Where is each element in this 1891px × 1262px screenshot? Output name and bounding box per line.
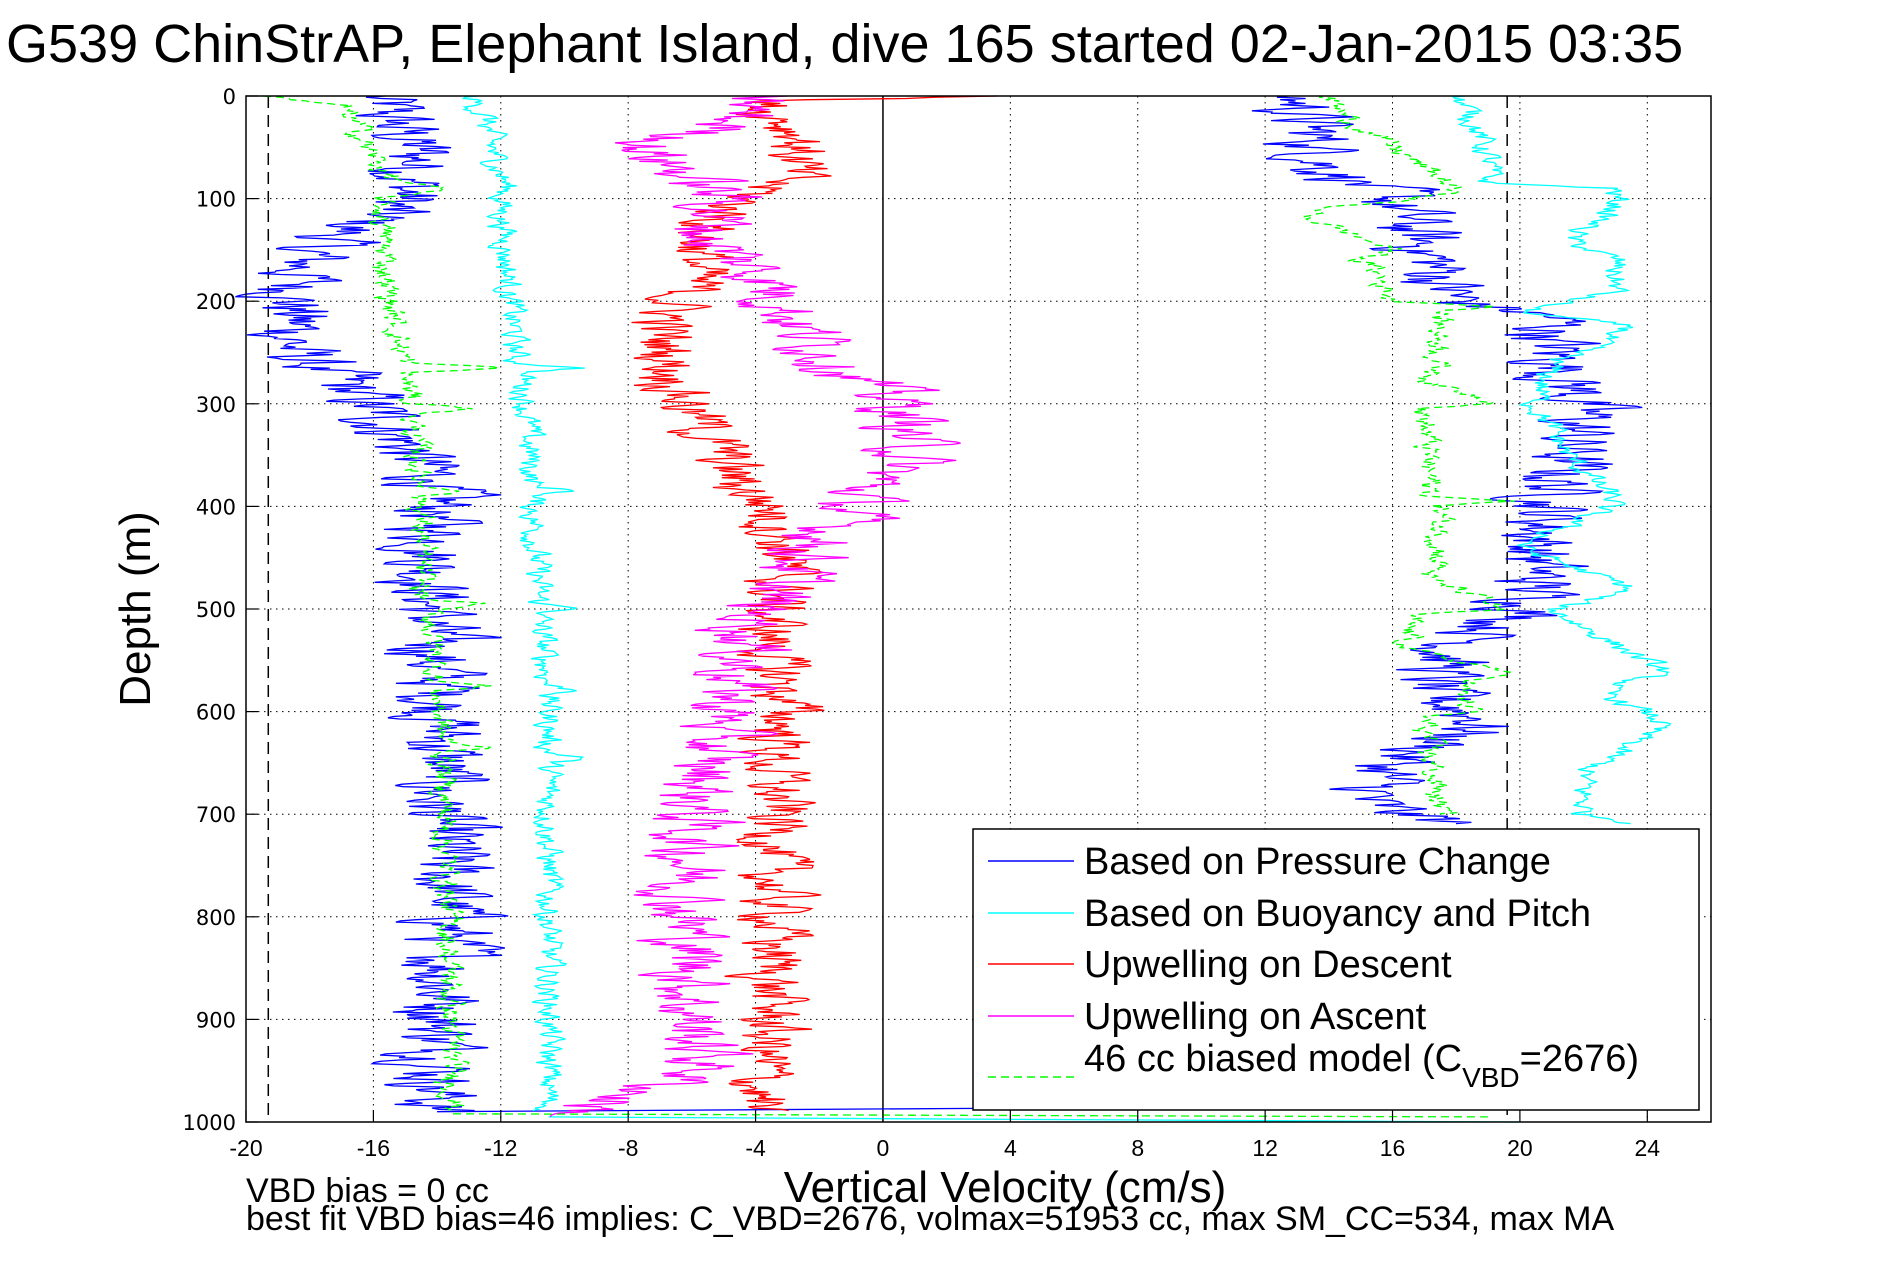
y-ticks: 0 100 200 300 400 500 600 700 800 900 1000: [183, 85, 258, 1135]
series-upwelling-on-ascent: [550, 95, 961, 1117]
x-tick-label: -8: [618, 1135, 638, 1161]
y-axis-label: Depth (m): [111, 511, 160, 707]
x-tick-label: 16: [1380, 1135, 1406, 1161]
series-trace: [548, 1116, 1520, 1123]
series-layer: [235, 95, 1672, 1123]
chart-title: G539 ChinStrAP, Elephant Island, dive 16…: [6, 14, 1683, 74]
series-trace: [1303, 95, 1515, 815]
series-based-on-buoyancy-and-pitch: [461, 95, 1672, 1123]
y-tick-label: 1000: [183, 1111, 236, 1135]
y-tick-label: 100: [196, 188, 236, 212]
series-trace: [452, 1113, 1489, 1118]
legend-label: Based on Buoyancy and Pitch: [1084, 893, 1591, 935]
best-fit-note: best fit VBD bias=46 implies: C_VBD=2676…: [246, 1200, 1615, 1238]
series-trace: [631, 95, 998, 1112]
vbd-bias-note: VBD bias = 0 cc: [246, 1172, 489, 1210]
series-trace: [461, 95, 585, 1112]
x-tick-label: -16: [357, 1135, 390, 1161]
legend-label: Based on Pressure Change: [1084, 841, 1551, 883]
x-tick-label: -20: [229, 1135, 262, 1161]
series-trace: [262, 95, 500, 1112]
series-upwelling-on-descent: [631, 95, 998, 1112]
series-trace: [235, 95, 509, 1112]
series-trace: [550, 95, 961, 1117]
series-46-cc-biased-model-c-vbd-2676: [262, 95, 1515, 1118]
y-tick-label: 400: [196, 495, 236, 519]
y-tick-label: 700: [196, 803, 236, 827]
legend-label: Upwelling on Ascent: [1084, 996, 1427, 1038]
x-axis-label: Vertical Velocity (cm/s): [784, 1163, 1227, 1212]
y-tick-label: 200: [196, 290, 236, 314]
legend: Based on Pressure Change Based on Buoyanc…: [972, 828, 1700, 1111]
series-trace: [1451, 95, 1672, 825]
y-tick-label: 0: [223, 85, 236, 109]
x-tick-label: 12: [1252, 1135, 1278, 1161]
y-tick-label: 900: [196, 1008, 236, 1032]
x-tick-label: -4: [745, 1135, 766, 1161]
legend-box: [972, 828, 1700, 1111]
x-tick-label: 24: [1635, 1135, 1661, 1161]
x-tick-label: 20: [1507, 1135, 1533, 1161]
legend-label: 46 cc biased model (CVBD=2676): [1084, 1038, 1639, 1093]
x-ticks: -20 -16 -12 -8 -4 0 4 8 12 16 20 24: [229, 1110, 1660, 1161]
x-tick-label: 4: [1004, 1135, 1017, 1161]
x-tick-label: 8: [1131, 1135, 1144, 1161]
y-tick-label: 600: [196, 701, 236, 725]
x-tick-label: -12: [484, 1135, 517, 1161]
legend-label: Upwelling on Descent: [1084, 944, 1452, 986]
y-tick-label: 300: [196, 393, 236, 417]
y-tick-label: 800: [196, 906, 236, 930]
y-tick-label: 500: [196, 598, 236, 622]
x-tick-label: 0: [877, 1135, 890, 1161]
